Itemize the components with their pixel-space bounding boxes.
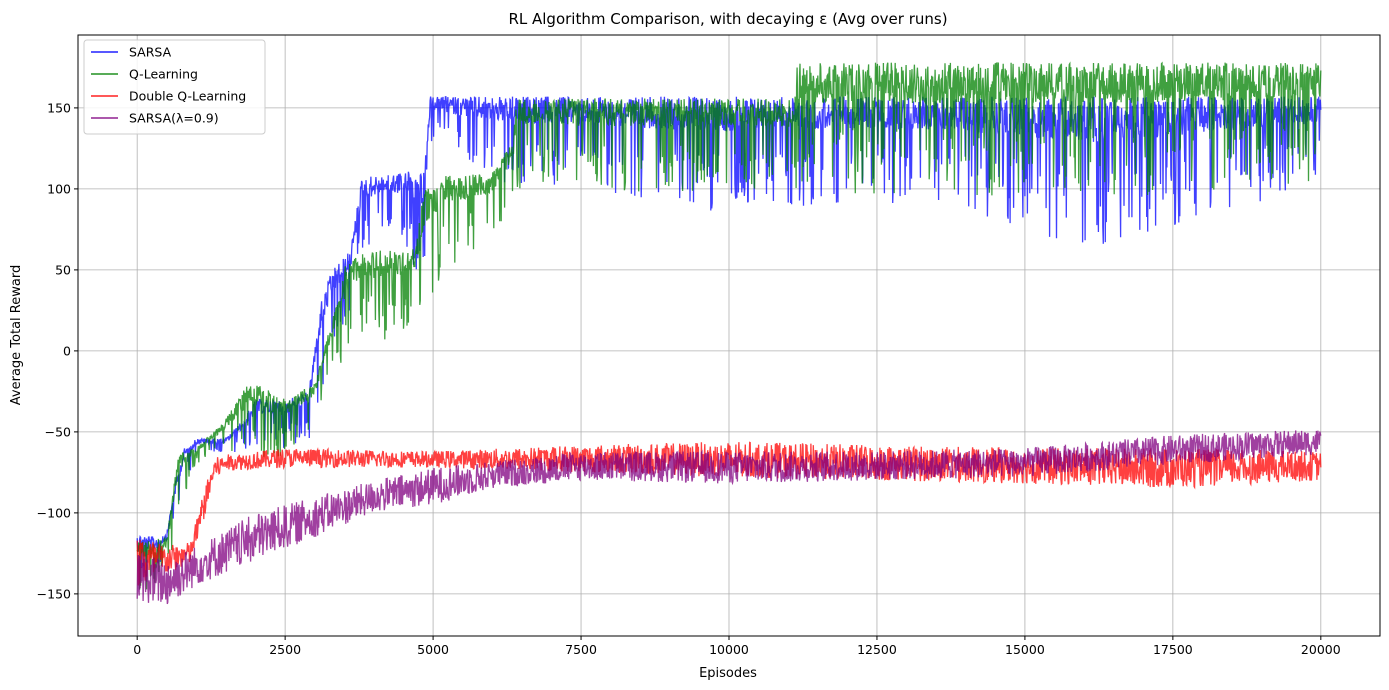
legend-label: SARSA(λ=0.9) bbox=[129, 111, 219, 126]
series-line bbox=[136, 61, 1322, 590]
series-line bbox=[136, 430, 1322, 605]
legend-label: Q-Learning bbox=[129, 67, 198, 82]
y-axis: −150 −100 −50 0 50 100 150 bbox=[37, 100, 78, 601]
x-tick-label: 15000 bbox=[1005, 642, 1045, 657]
y-tick-label: 100 bbox=[47, 181, 71, 196]
series-sarsa-0-9- bbox=[136, 430, 1322, 605]
x-tick-label: 0 bbox=[133, 642, 141, 657]
x-tick-label: 2500 bbox=[269, 642, 301, 657]
y-axis-label: Average Total Reward bbox=[9, 265, 24, 405]
x-tick-label: 7500 bbox=[565, 642, 597, 657]
chart-title: RL Algorithm Comparison, with decaying ε… bbox=[508, 10, 947, 28]
x-tick-label: 5000 bbox=[417, 642, 449, 657]
x-axis: 0 2500 5000 7500 10000 12500 15000 17500 20000 bbox=[133, 636, 1341, 657]
x-tick-label: 12500 bbox=[857, 642, 897, 657]
x-tick-label: 10000 bbox=[709, 642, 749, 657]
legend-box bbox=[83, 39, 266, 135]
y-tick-label: 0 bbox=[63, 343, 71, 358]
y-tick-label: −100 bbox=[37, 505, 71, 520]
series-q-learning bbox=[136, 61, 1322, 590]
legend-label: SARSA bbox=[129, 45, 172, 60]
series-line bbox=[136, 441, 1322, 586]
series-double-q-learning bbox=[136, 441, 1322, 586]
series-layer bbox=[136, 61, 1322, 605]
x-tick-label: 20000 bbox=[1301, 642, 1341, 657]
y-tick-label: 150 bbox=[47, 100, 71, 115]
y-tick-label: −150 bbox=[37, 586, 71, 601]
legend-label: Double Q-Learning bbox=[129, 89, 246, 104]
x-tick-label: 17500 bbox=[1153, 642, 1193, 657]
y-tick-label: −50 bbox=[45, 424, 71, 439]
y-tick-label: 50 bbox=[55, 262, 71, 277]
legend: SARSA Q-Learning Double Q-Learning SARSA(λ=… bbox=[83, 39, 266, 135]
x-axis-label: Episodes bbox=[699, 666, 757, 681]
